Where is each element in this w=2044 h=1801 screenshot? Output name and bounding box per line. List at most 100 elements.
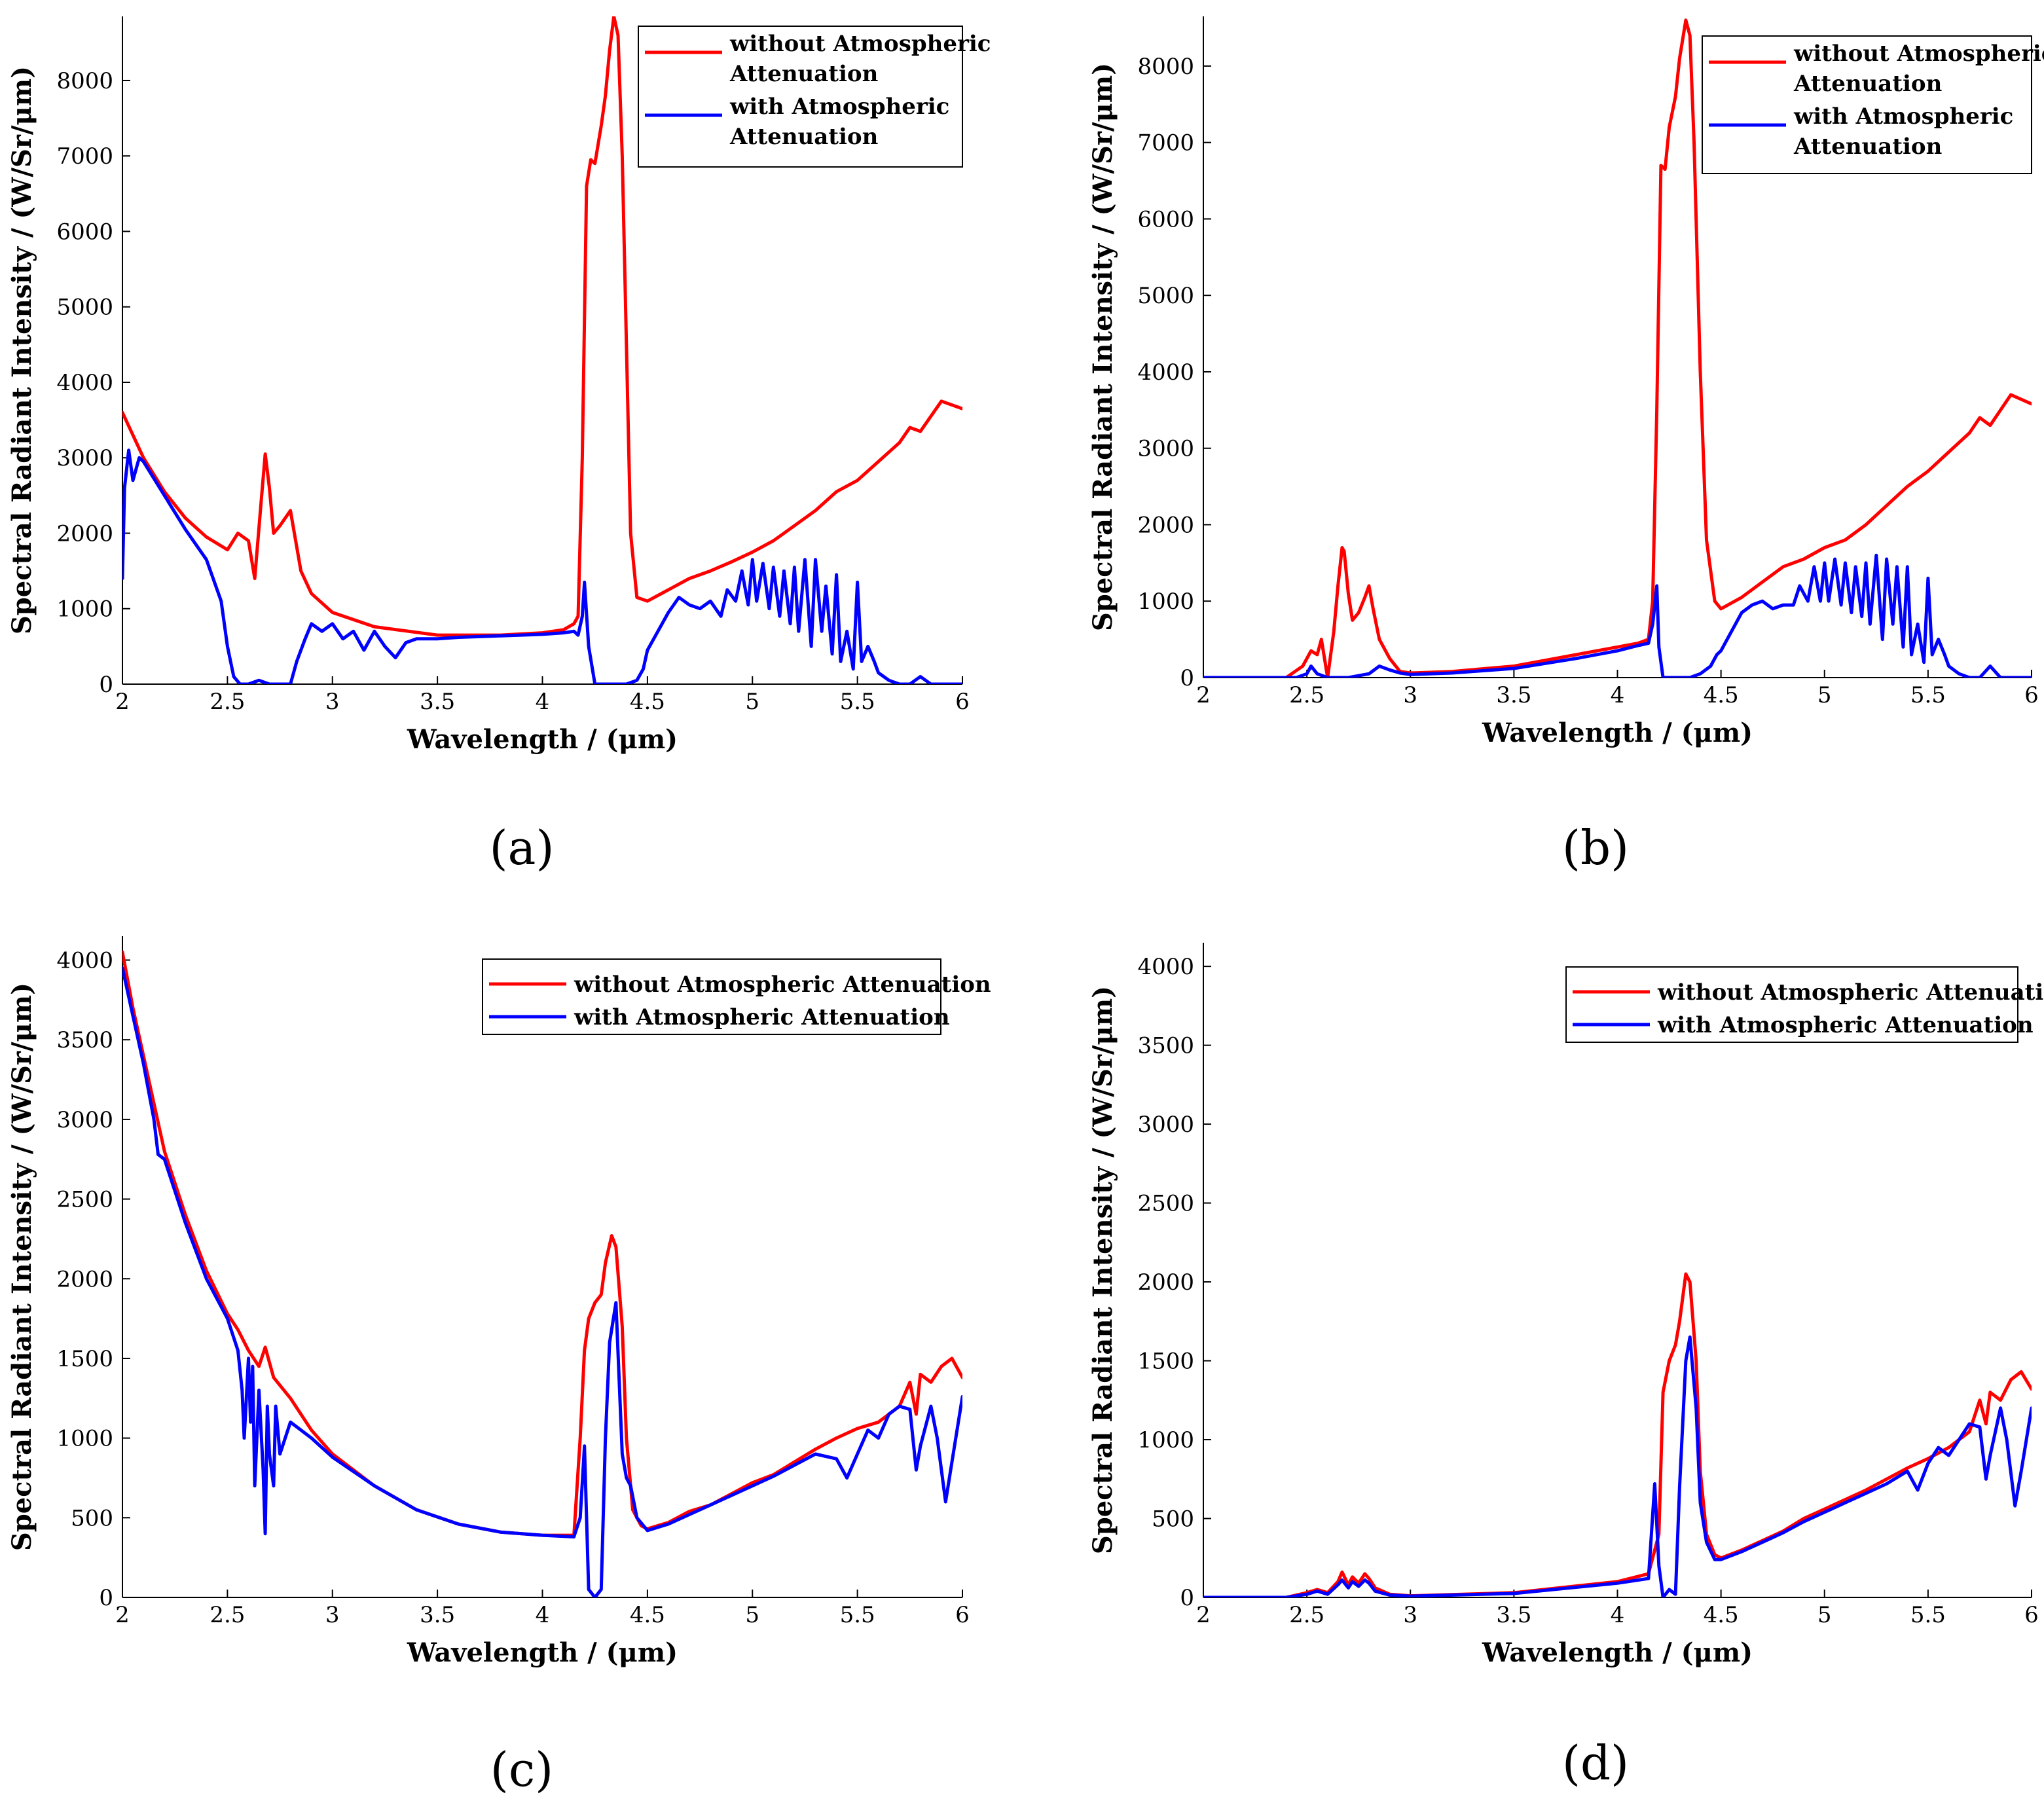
y-tick-label: 1000 bbox=[1137, 589, 1194, 615]
x-tick-label: 6 bbox=[2024, 1602, 2039, 1628]
x-tick-label: 3 bbox=[1403, 1602, 1417, 1628]
y-axis-label: Spectral Radiant Intensity / (W/Sr/μm) bbox=[7, 66, 37, 634]
y-tick-label: 6000 bbox=[56, 219, 113, 245]
x-tick-label: 6 bbox=[955, 689, 970, 715]
x-tick-label: 2 bbox=[115, 689, 130, 715]
x-tick-label: 6 bbox=[955, 1602, 970, 1628]
y-tick-label: 1500 bbox=[1137, 1349, 1194, 1375]
y-tick-label: 0 bbox=[1180, 665, 1194, 691]
legend-label: without Atmospheric bbox=[1793, 41, 2044, 67]
x-tick-label: 3.5 bbox=[420, 689, 455, 715]
y-tick-label: 2000 bbox=[1137, 1269, 1194, 1296]
series-line-with-attenuation bbox=[122, 448, 962, 684]
y-tick-label: 7000 bbox=[1137, 130, 1194, 156]
series-line-with-attenuation bbox=[1203, 1335, 2032, 1597]
y-axis-label: Spectral Radiant Intensity / (W/Sr/μm) bbox=[7, 983, 37, 1551]
legend: without Atmospheric Attenuation with Atmos… bbox=[638, 26, 991, 168]
legend-box bbox=[482, 958, 941, 1035]
y-axis-label: Spectral Radiant Intensity / (W/Sr/μm) bbox=[1087, 63, 1118, 631]
x-tick-label: 4 bbox=[536, 689, 550, 715]
y-tick-label: 4000 bbox=[1137, 359, 1194, 386]
x-tick-label: 3.5 bbox=[1496, 682, 1531, 708]
x-axis-label: Wavelength / (μm) bbox=[1482, 1637, 1753, 1668]
y-tick-label: 8000 bbox=[1137, 54, 1194, 80]
x-tick-label: 5.5 bbox=[840, 1602, 875, 1628]
y-tick-label: 2500 bbox=[56, 1187, 113, 1213]
y-tick-label: 1000 bbox=[56, 596, 113, 623]
x-tick-label: 2.5 bbox=[1289, 1602, 1324, 1628]
chart-panel-a: 2 2.5 3 3.5 4 4.5 5 5.5 6 0 1000 2000 3000 4000 5000 60… bbox=[7, 16, 991, 875]
x-tick-label: 5.5 bbox=[1910, 1602, 1946, 1628]
x-axis-label: Wavelength / (μm) bbox=[407, 1637, 678, 1668]
x-tick-label: 2 bbox=[1196, 682, 1211, 708]
series-line-without-attenuation bbox=[122, 16, 962, 637]
series-line-without-attenuation bbox=[1203, 1272, 2032, 1597]
panel-label: (c) bbox=[490, 1742, 554, 1797]
legend-label: with Atmospheric bbox=[729, 94, 949, 120]
legend-box bbox=[1702, 35, 2032, 174]
x-axis-label: Wavelength / (μm) bbox=[1482, 718, 1753, 748]
chart-panel-c: 2 2.5 3 3.5 4 4.5 5 5.5 6 0 500 1000 1500 2000 2500 300… bbox=[7, 936, 991, 1797]
x-tick-label: 3 bbox=[325, 689, 340, 715]
x-axis-label: Wavelength / (μm) bbox=[407, 724, 678, 755]
y-tick-label: 2500 bbox=[1137, 1191, 1194, 1217]
y-axis-label: Spectral Radiant Intensity / (W/Sr/μm) bbox=[1087, 986, 1118, 1554]
panel-label: (b) bbox=[1562, 820, 1629, 875]
x-tick-label: 5 bbox=[745, 689, 759, 715]
y-tick-label: 0 bbox=[1180, 1585, 1194, 1611]
y-tick-label: 5000 bbox=[1137, 283, 1194, 309]
x-tick-label: 2.5 bbox=[1289, 682, 1324, 708]
x-tick-label: 4.5 bbox=[630, 689, 665, 715]
panel-label: (a) bbox=[489, 820, 554, 875]
legend-label: with Atmospheric Attenuation bbox=[1657, 1012, 2034, 1038]
y-tick-label: 3000 bbox=[1137, 436, 1194, 462]
x-tick-label: 5.5 bbox=[1910, 682, 1946, 708]
y-tick-label: 4000 bbox=[56, 370, 113, 396]
y-tick-label: 3000 bbox=[56, 445, 113, 471]
y-tick-label: 500 bbox=[71, 1505, 113, 1531]
y-tick-label: 6000 bbox=[1137, 206, 1194, 232]
legend: without Atmospheric Attenuation with Atmo… bbox=[1565, 966, 2044, 1043]
x-tick-label: 2.5 bbox=[210, 1602, 245, 1628]
y-tick-label: 5000 bbox=[56, 295, 113, 321]
x-tick-label: 4.5 bbox=[1704, 682, 1739, 708]
x-tick-label: 5.5 bbox=[840, 689, 875, 715]
legend-label: with Atmospheric Attenuation bbox=[574, 1004, 950, 1030]
y-tick-label: 3500 bbox=[56, 1027, 113, 1053]
legend-label: without Atmospheric Attenuation bbox=[1657, 979, 2044, 1006]
legend-label: Attenuation bbox=[729, 124, 878, 150]
y-tick-label: 3000 bbox=[56, 1107, 113, 1133]
x-tick-label: 5 bbox=[1817, 1602, 1832, 1628]
series-line-with-attenuation bbox=[122, 966, 962, 1597]
legend-label: Attenuation bbox=[1793, 134, 1942, 160]
legend-label: without Atmospheric bbox=[729, 31, 991, 57]
panel-label: (d) bbox=[1562, 1736, 1629, 1791]
chart-panel-b: 2 2.5 3 3.5 4 4.5 5 5.5 6 0 1000 2000 3000 4000 5000 60… bbox=[1087, 16, 2044, 875]
y-tick-label: 3500 bbox=[1137, 1033, 1194, 1059]
series-line-without-attenuation bbox=[1203, 18, 2032, 678]
legend-label: with Atmospheric bbox=[1793, 103, 2013, 130]
y-tick-label: 500 bbox=[1152, 1506, 1194, 1533]
x-tick-label: 4.5 bbox=[630, 1602, 665, 1628]
y-tick-label: 7000 bbox=[56, 143, 113, 170]
legend-box bbox=[1565, 966, 2018, 1043]
x-tick-label: 2.5 bbox=[210, 689, 245, 715]
x-tick-label: 4 bbox=[1611, 682, 1625, 708]
chart-panel-d: 2 2.5 3 3.5 4 4.5 5 5.5 6 0 500 1000 1500 2000 2500 300… bbox=[1087, 943, 2044, 1791]
x-tick-label: 3 bbox=[1403, 682, 1417, 708]
x-tick-label: 6 bbox=[2024, 682, 2039, 708]
series-line-without-attenuation bbox=[122, 950, 962, 1537]
y-tick-label: 1000 bbox=[1137, 1427, 1194, 1453]
series-line-with-attenuation bbox=[1203, 553, 2032, 678]
x-tick-label: 2 bbox=[115, 1602, 130, 1628]
y-tick-label: 2000 bbox=[56, 520, 113, 547]
y-tick-label: 0 bbox=[99, 1585, 113, 1611]
y-tick-label: 4000 bbox=[56, 948, 113, 974]
x-tick-label: 5 bbox=[1817, 682, 1832, 708]
y-tick-label: 1000 bbox=[56, 1426, 113, 1452]
x-tick-label: 4 bbox=[1611, 1602, 1625, 1628]
legend-box bbox=[638, 26, 963, 168]
y-tick-label: 2000 bbox=[56, 1266, 113, 1292]
x-tick-label: 3.5 bbox=[420, 1602, 455, 1628]
